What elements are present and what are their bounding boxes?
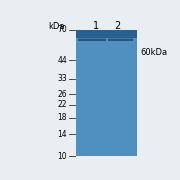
Bar <box>76 30 137 38</box>
Bar <box>108 38 133 41</box>
Text: 1: 1 <box>93 21 99 31</box>
Text: 33: 33 <box>57 74 67 83</box>
Bar <box>78 38 105 41</box>
Text: kDa: kDa <box>48 22 64 31</box>
Text: 22: 22 <box>58 100 67 109</box>
Text: 70: 70 <box>57 25 67 34</box>
Text: 2: 2 <box>114 21 120 31</box>
Bar <box>108 38 133 39</box>
Text: 26: 26 <box>58 90 67 99</box>
Text: 14: 14 <box>58 130 67 139</box>
Text: 10: 10 <box>58 152 67 161</box>
Bar <box>78 38 105 39</box>
Bar <box>76 30 137 156</box>
Text: 18: 18 <box>58 113 67 122</box>
Text: 44: 44 <box>57 55 67 64</box>
Text: 60kDa: 60kDa <box>140 48 168 57</box>
